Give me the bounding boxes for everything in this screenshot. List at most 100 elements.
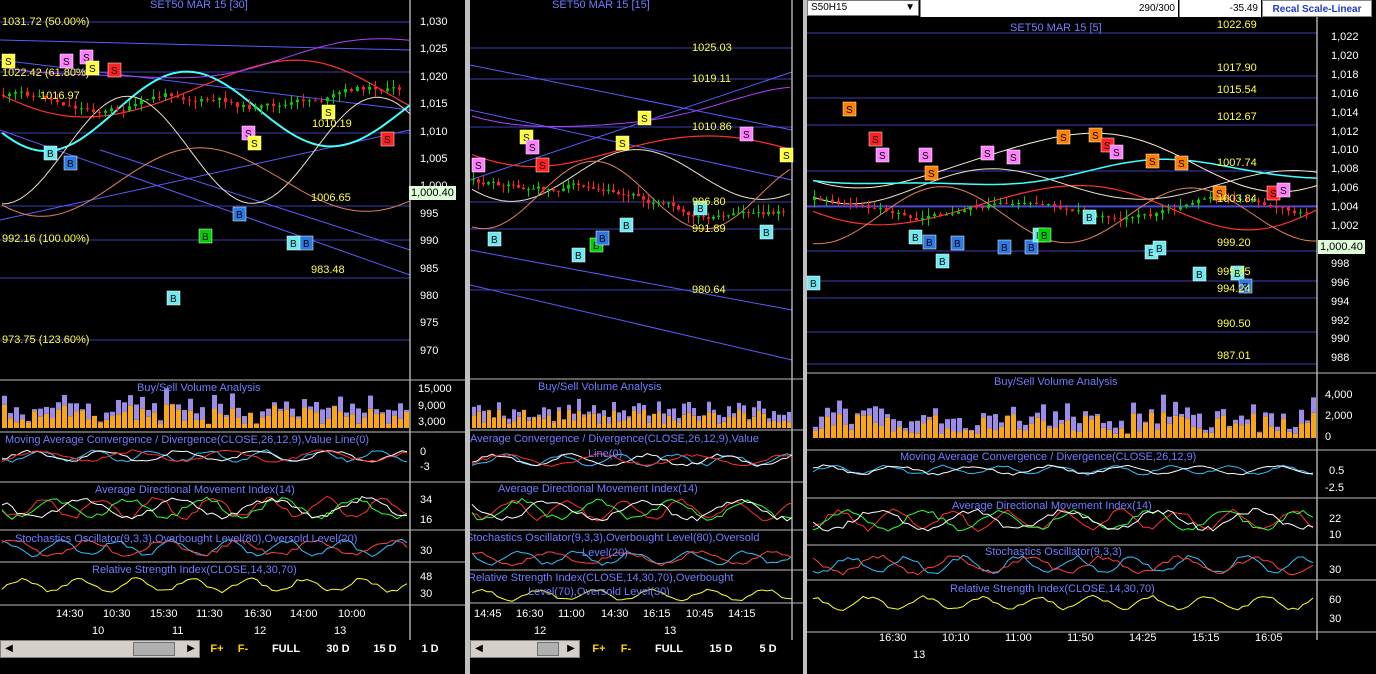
signal-marker-label: S — [63, 57, 70, 68]
zoom-out-button[interactable]: F- — [620, 643, 632, 655]
scroll-left-icon[interactable]: ◀ — [475, 643, 483, 654]
scroll-right-icon[interactable]: ▶ — [187, 643, 195, 654]
volume-bar-buy — [110, 411, 115, 417]
volume-bar-buy — [867, 408, 872, 416]
horizontal-scrollbar[interactable]: ◀ ▶ — [0, 640, 200, 658]
zoom-in-button[interactable]: F+ — [592, 643, 606, 655]
volume-bar-sell — [104, 419, 109, 428]
signal-marker — [299, 235, 314, 251]
range-15d-button[interactable]: 15 D — [373, 643, 397, 655]
fib-label: 996.80 — [692, 196, 726, 208]
candle-body — [1275, 206, 1278, 208]
panel-divider[interactable] — [465, 0, 470, 674]
volume-bar-sell — [278, 410, 283, 428]
candle-body — [502, 185, 505, 187]
time-label: 14:30 — [601, 608, 629, 620]
chart-panel-5min[interactable]: SSSSSSSSSSSSSSSSBBBBBBBBBBBBBBB S50H15 ▼… — [807, 0, 1376, 674]
oscillator-line — [812, 464, 1314, 476]
chevron-down-icon[interactable]: ▼ — [905, 2, 915, 13]
volume-bar-buy — [1065, 403, 1070, 421]
range-full-button[interactable]: FULL — [654, 643, 684, 655]
signal-marker — [107, 62, 122, 78]
signal-marker — [166, 290, 181, 306]
horizontal-scrollbar[interactable]: ◀ ▶ — [470, 640, 580, 658]
volume-bar-sell — [777, 422, 781, 428]
time-label: 10:00 — [338, 608, 366, 620]
volume-bar-buy — [380, 412, 385, 414]
candle-body — [885, 208, 888, 211]
volume-bar-buy — [2, 395, 7, 405]
fib-label: 1010.19 — [312, 118, 352, 130]
candle-body — [1131, 217, 1134, 219]
scroll-thumb[interactable] — [537, 642, 559, 656]
volume-bar-sell — [757, 410, 761, 428]
oscillator-line — [1, 449, 408, 463]
volume-bar-buy — [278, 408, 283, 411]
candle-body — [218, 97, 221, 101]
signal-marker — [247, 135, 262, 151]
volume-bar-sell — [290, 416, 295, 428]
volume-bar-sell — [819, 428, 824, 438]
scroll-thumb[interactable] — [133, 642, 175, 656]
zoom-in-button[interactable]: F+ — [210, 643, 224, 655]
price-chart-5min[interactable]: SSSSSSSSSSSSSSSSBBBBBBBBBBBBBBB — [807, 0, 1376, 674]
candle-body — [981, 206, 984, 209]
fib-label: 992.16 (100.00%) — [2, 233, 90, 245]
range-1d-button[interactable]: 1 D — [421, 643, 439, 655]
volume-bar-buy — [712, 409, 716, 413]
macd-indicator-title: Moving Average Convergence / Divergence(… — [900, 451, 1197, 463]
volume-bar-buy — [577, 398, 581, 411]
zoom-out-button[interactable]: F- — [237, 643, 249, 655]
volume-bar-sell — [477, 411, 481, 428]
candle-body — [158, 96, 161, 98]
signal-marker-label: S — [922, 151, 929, 162]
volume-bar-sell — [747, 420, 751, 428]
volume-bar-buy — [757, 400, 761, 411]
scroll-left-icon[interactable]: ◀ — [5, 643, 13, 654]
signal-marker — [471, 157, 486, 173]
scroll-right-icon[interactable]: ▶ — [567, 643, 575, 654]
time-label: 16:15 — [643, 608, 671, 620]
volume-bar-sell — [782, 420, 786, 428]
volume-bar-sell — [472, 415, 476, 428]
signal-marker-label: S — [641, 114, 648, 125]
time-label: 16:30 — [516, 608, 544, 620]
volume-bar-sell — [915, 433, 920, 438]
price-axis-label: 1,004 — [1331, 201, 1359, 214]
panel-divider[interactable] — [803, 0, 807, 674]
volume-bar-sell — [152, 412, 157, 428]
volume-bar-buy — [1047, 425, 1052, 429]
price-axis-label: 1,020 — [1331, 49, 1359, 62]
volume-bar-sell — [50, 418, 55, 428]
time-label: 10:45 — [686, 608, 714, 620]
range-30d-button[interactable]: 30 D — [326, 643, 350, 655]
adx-axis-label: 34 — [420, 494, 433, 506]
range-5d-button[interactable]: 5 D — [759, 643, 777, 655]
symbol-selector[interactable]: S50H15 ▼ — [807, 0, 919, 16]
range-15d-button[interactable]: 15 D — [709, 643, 733, 655]
date-label: 13 — [334, 625, 347, 637]
volume-bar-sell — [527, 420, 531, 428]
candle-body — [368, 86, 371, 90]
range-full-button[interactable]: FULL — [271, 643, 301, 655]
candle-body — [672, 202, 675, 206]
signal-marker-label: B — [303, 239, 310, 250]
volume-bar-buy — [68, 403, 73, 417]
volume-bar-buy — [1143, 421, 1148, 423]
price-axis-label: 1,002 — [1331, 220, 1359, 232]
fib-label: 1019.11 — [692, 73, 731, 85]
volume-bar-sell — [182, 420, 187, 428]
volume-bar-sell — [86, 419, 91, 428]
price-axis-label: 1,008 — [1331, 163, 1359, 176]
volume-bar-buy — [350, 403, 355, 415]
candle-body — [1227, 197, 1230, 199]
volume-bar-buy — [532, 416, 536, 418]
volume-bar-buy — [1287, 428, 1292, 432]
candle-body — [722, 215, 725, 217]
recal-scale-button[interactable]: Recal Scale-Linear — [1262, 0, 1372, 17]
volume-bar-buy — [146, 409, 151, 417]
